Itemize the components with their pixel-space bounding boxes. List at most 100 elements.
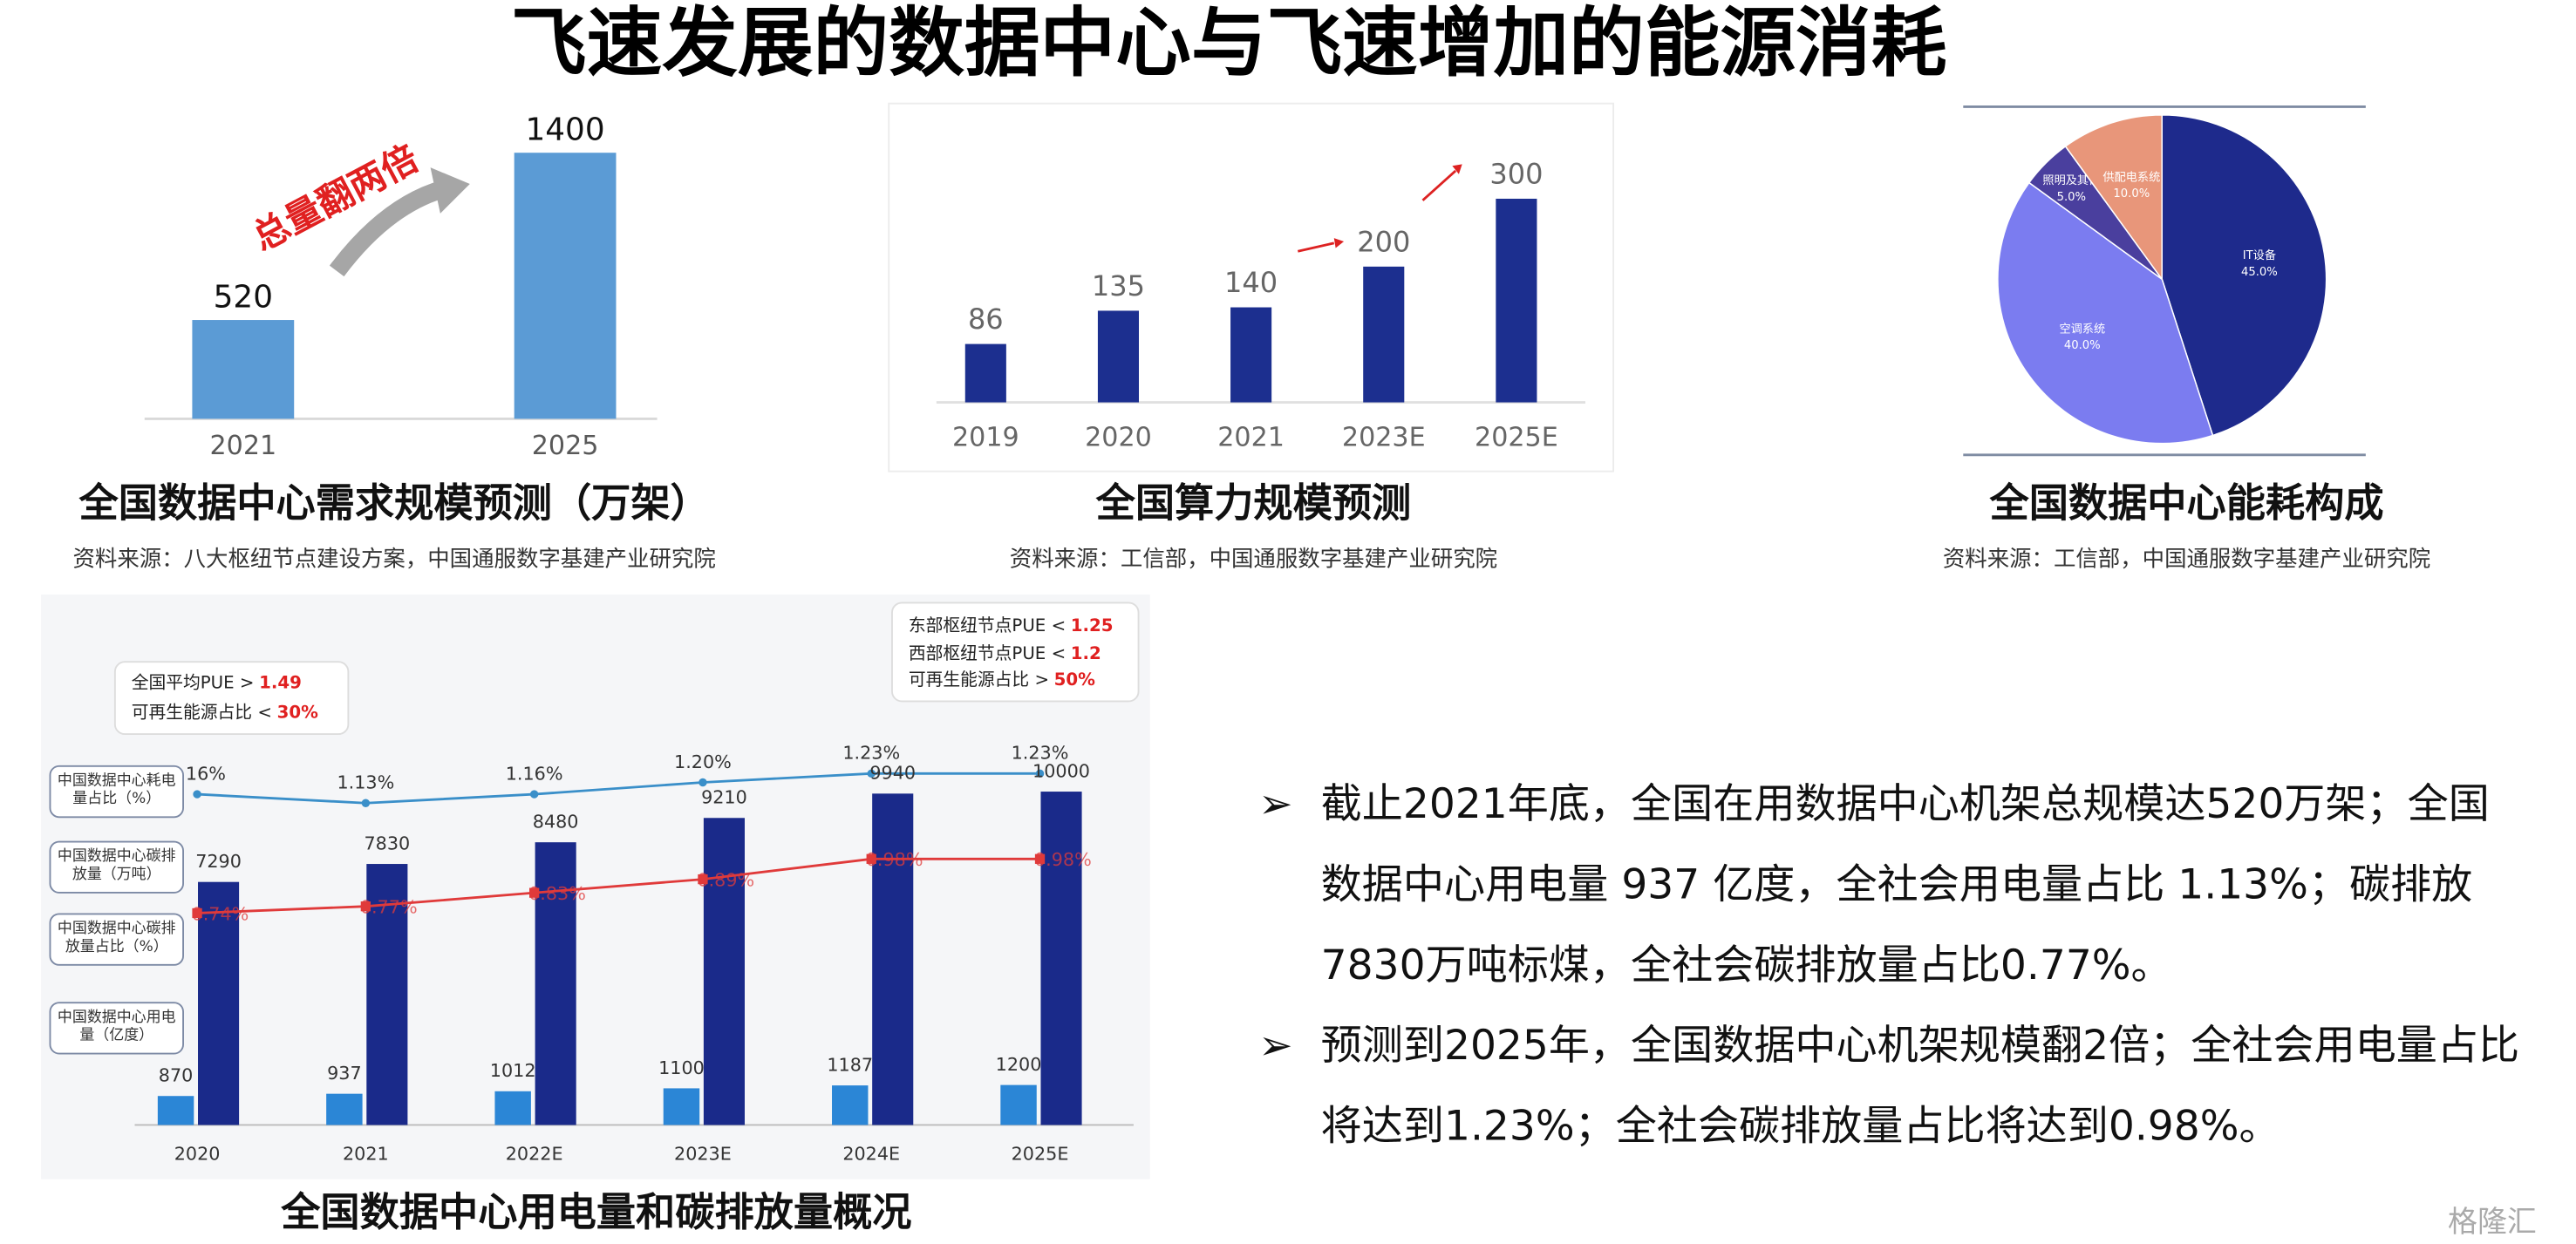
line-marker (1034, 853, 1046, 864)
line-marker (699, 778, 707, 787)
slide-title: 飞速发展的数据中心与飞速增加的能源消耗 (510, 0, 1947, 87)
callout-text: 东部枢纽节点PUE <1.25 (909, 615, 1114, 635)
bar (326, 1093, 363, 1125)
series-label: 中国数据中心用电量（亿度） (49, 1002, 185, 1055)
x-tick-label: 2024E (842, 1143, 900, 1164)
callout-label: 全国平均PUE > (132, 672, 255, 692)
bar (514, 153, 617, 419)
value-label: 135 (1092, 269, 1145, 303)
slice-label: 照明及其他 (2042, 173, 2100, 187)
series-label: 中国数据中心碳排放量占比（%） (49, 913, 185, 966)
bar (663, 1088, 700, 1125)
value-label: 7830 (364, 833, 410, 853)
value-label: 0.98% (1034, 849, 1092, 870)
bullet-text: 预测到2025年，全国数据中心机架规模翻2倍；全社会用电量占比将达到1.23%；… (1320, 1021, 2520, 1150)
value-label: 0.83% (528, 883, 586, 904)
x-tick-label: 2020 (1085, 423, 1152, 453)
callout-label: 可再生能源占比 > (909, 669, 1049, 689)
arrow (1297, 241, 1335, 253)
arrow (1421, 169, 1457, 201)
callout-value: 50% (1054, 669, 1096, 689)
bar (1000, 1084, 1037, 1125)
line-marker (698, 874, 708, 885)
callout-label: 东部枢纽节点PUE < (909, 615, 1066, 635)
bullet: ➢ 预测到2025年，全国数据中心机架规模翻2倍；全社会用电量占比将达到1.23%… (1258, 1005, 2524, 1166)
value-label: 8480 (533, 812, 579, 833)
value-label: 86 (968, 303, 1004, 336)
chart-source: 资料来源：工信部，中国通服数字基建产业研究院 (1943, 545, 2430, 571)
line (197, 857, 1040, 914)
value-label: 870 (159, 1065, 194, 1086)
x-tick-label: 2019 (952, 423, 1019, 453)
x-tick-label: 2025E (1475, 423, 1558, 453)
line-marker (867, 769, 876, 778)
watermark: 格隆汇 (2448, 1205, 2537, 1241)
bullet-marker: ➢ (1258, 779, 1293, 828)
chart-source: 资料来源：八大枢纽节点建设方案，中国通服数字基建产业研究院 (73, 545, 716, 571)
x-tick-label: 2022E (506, 1143, 563, 1164)
value-label: 1012 (490, 1060, 536, 1081)
x-tick-label: 2020 (174, 1143, 221, 1164)
callout-text: 可再生能源占比 >50% (909, 669, 1095, 689)
bullet: ➢ 截止2021年底，全国在用数据中心机架总规模达520万架；全国数据中心用电量 … (1258, 764, 2524, 1005)
chart-frame (888, 102, 1614, 472)
value-label: 0.98% (866, 849, 923, 870)
callout-value: 30% (277, 702, 319, 722)
value-label: 0.89% (697, 869, 754, 890)
bar (1040, 792, 1082, 1125)
bar (1363, 266, 1405, 403)
callout-value: 1.2 (1071, 642, 1101, 663)
series-label: 中国数据中心耗电量占比（%） (49, 765, 185, 819)
value-label: 1.13% (337, 772, 394, 793)
chart-caption: 全国算力规模预测 (1095, 479, 1412, 526)
line-marker (361, 799, 371, 807)
value-label: 0.74% (192, 903, 249, 924)
callout-text: 西部枢纽节点PUE <1.2 (909, 642, 1101, 663)
value-label: 200 (1357, 225, 1410, 258)
bar (703, 818, 745, 1125)
value-label: 1200 (996, 1054, 1042, 1075)
bar (1496, 198, 1537, 403)
line-marker (529, 790, 539, 799)
callout-box (113, 661, 350, 736)
value-label: 1.23% (1012, 743, 1069, 764)
value-label: 140 (1224, 266, 1278, 299)
value-label: 10000 (1032, 760, 1090, 781)
line-marker (193, 790, 201, 799)
x-tick-label: 2021 (209, 431, 276, 461)
x-tick-label: 2021 (1217, 423, 1285, 453)
slice-value: 5.0% (2057, 191, 2086, 204)
slice-value: 45.0% (2241, 266, 2278, 279)
line-marker (192, 908, 202, 919)
arrow-head (430, 167, 470, 214)
line-marker (866, 853, 876, 864)
callout-value: 1.49 (259, 672, 302, 692)
x-tick-label: 2021 (343, 1143, 389, 1164)
pie-slice (2064, 114, 2164, 282)
arrow (329, 180, 446, 277)
value-label: 300 (1489, 158, 1543, 191)
slice-label: 供配电系统 (2102, 170, 2160, 184)
slice-value: 40.0% (2064, 339, 2101, 352)
line-marker (529, 887, 540, 898)
value-label: 9210 (701, 787, 747, 808)
chart-caption: 全国数据中心用电量和碳排放量概况 (280, 1189, 911, 1235)
value-label: 937 (327, 1063, 362, 1084)
slice-value: 10.0% (2113, 187, 2150, 201)
pie-slice (1997, 181, 2214, 445)
x-tick-label: 2023E (1342, 423, 1426, 453)
bar (198, 881, 240, 1125)
arrow-head (1452, 164, 1462, 174)
slice-label: IT设备 (2243, 248, 2276, 262)
bar (872, 793, 914, 1125)
value-label: 520 (214, 280, 273, 316)
value-label: 1.16% (506, 763, 563, 784)
x-tick-label: 2023E (674, 1143, 732, 1164)
value-label: 1187 (827, 1054, 873, 1075)
bullet-marker: ➢ (1258, 1021, 1293, 1070)
callout-box (891, 602, 1140, 703)
bar (366, 864, 408, 1125)
